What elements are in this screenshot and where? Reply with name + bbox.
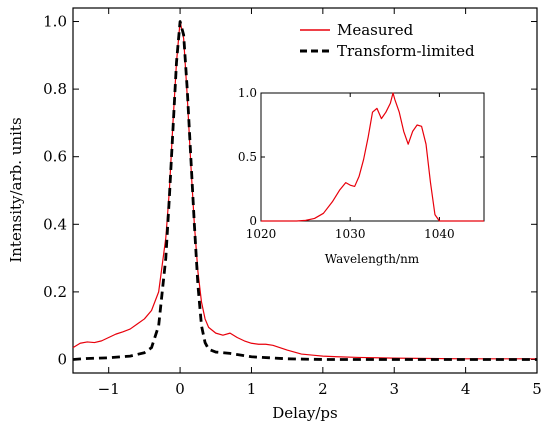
legend-label-transform-limited: Transform-limited xyxy=(337,42,475,60)
y-tick-label: 0 xyxy=(249,214,257,228)
y-tick-label: 0 xyxy=(57,350,67,368)
y-tick-label: 0.5 xyxy=(238,150,257,164)
x-tick-label: 1 xyxy=(247,380,257,398)
inset-x-ticks: 1020 1030 1040 xyxy=(246,93,455,241)
y-tick-label: 0.2 xyxy=(43,283,67,301)
x-tick-label: 0 xyxy=(175,380,185,398)
y-tick-label: 1.0 xyxy=(238,86,257,100)
x-tick-label: −1 xyxy=(98,380,120,398)
x-tick-label: 3 xyxy=(389,380,399,398)
y-tick-label: 0.6 xyxy=(43,148,67,166)
inset-x-axis-title: Wavelength/nm xyxy=(325,252,420,266)
y-tick-label: 1.0 xyxy=(43,13,67,31)
y-tick-label: 0.8 xyxy=(43,80,67,98)
x-tick-label: 2 xyxy=(318,380,328,398)
x-tick-label: 1020 xyxy=(246,227,277,241)
inset-y-ticks: 0 0.5 1.0 xyxy=(238,86,484,228)
series-line-spectrum-0 xyxy=(261,92,484,222)
main-plot: −1 0 1 2 3 4 5 0 0.2 0.4 0.6 0.8 1.0 Delay/ps Inten… xyxy=(7,7,542,422)
x-tick-label: 5 xyxy=(532,380,542,398)
x-tick-label: 1040 xyxy=(424,227,455,241)
inset-plot: 1020 1030 1040 0 0.5 1.0 Wavelength/nm xyxy=(238,86,485,266)
legend: Measured Transform-limited xyxy=(300,21,475,60)
x-axis-title: Delay/ps xyxy=(272,404,337,422)
x-tick-label: 4 xyxy=(461,380,471,398)
main-y-ticks: 0 0.2 0.4 0.6 0.8 1.0 xyxy=(43,13,537,368)
main-series xyxy=(72,20,537,361)
series-line-transform-limited xyxy=(72,20,537,361)
x-tick-label: 1030 xyxy=(335,227,366,241)
legend-label-measured: Measured xyxy=(337,21,414,39)
inset-series xyxy=(261,92,484,222)
y-tick-label: 0.4 xyxy=(43,215,67,233)
main-x-ticks: −1 0 1 2 3 4 5 xyxy=(98,8,542,398)
series-line-measured xyxy=(72,20,537,360)
y-axis-title: Intensity/arb. units xyxy=(7,117,25,262)
main-plot-frame xyxy=(72,7,538,374)
